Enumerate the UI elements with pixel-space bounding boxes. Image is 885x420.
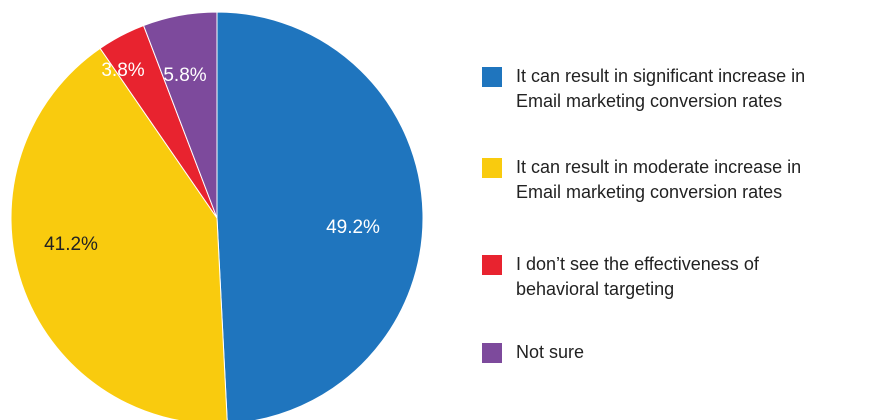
legend-item-moderate-increase: It can result in moderate increase in Em… [482,155,876,205]
legend-swatch-significant-increase [482,67,502,87]
pie-slice-significant-increase [216,11,424,420]
pie-chart: 49.2% 41.2% 3.8% 5.8% [10,11,424,420]
slice-label-moderate-increase: 41.2% [44,234,98,255]
slice-label-no-effectiveness: 3.8% [101,60,144,81]
legend-item-significant-increase: It can result in significant increase in… [482,64,876,114]
legend-label-no-effectiveness: I don’t see the effectiveness of behavio… [516,254,759,299]
legend-swatch-moderate-increase [482,158,502,178]
legend-label-not-sure: Not sure [516,342,585,362]
pie-slice-moderate-increase [10,47,228,420]
legend-swatch-no-effectiveness [482,255,502,275]
legend-swatch-not-sure [482,343,502,363]
legend-label-moderate-increase: It can result in moderate increase in Em… [516,157,802,202]
slice-label-not-sure: 5.8% [163,65,206,86]
legend-item-not-sure: Not sure [482,340,876,365]
pie-slice-not-sure [142,11,218,219]
legend-item-no-effectiveness: I don’t see the effectiveness of behavio… [482,252,876,302]
legend-label-significant-increase: It can result in significant increase in… [516,66,806,111]
slice-label-significant-increase: 49.2% [326,217,380,238]
